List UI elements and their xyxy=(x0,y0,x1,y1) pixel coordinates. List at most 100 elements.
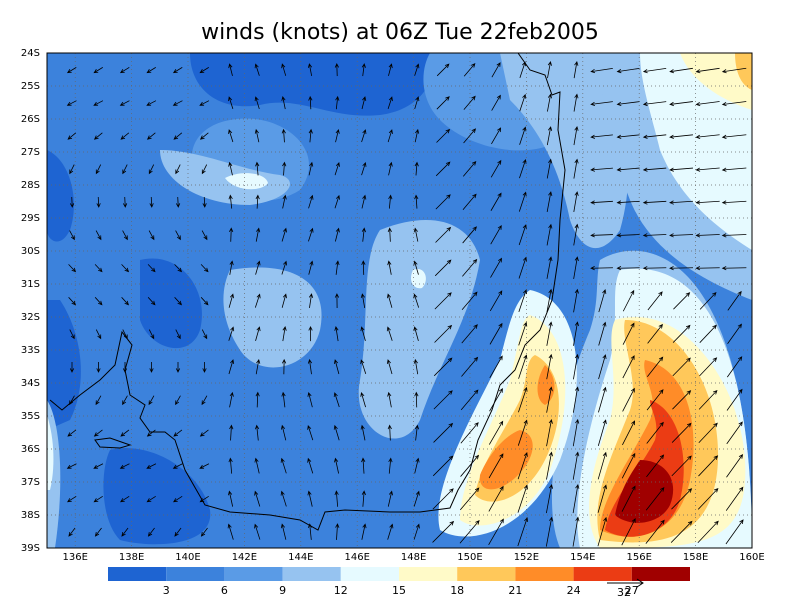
wind-arrow xyxy=(387,424,392,441)
wind-arrow xyxy=(334,293,340,309)
lon-label: 160E xyxy=(739,552,764,563)
wind-arrow xyxy=(308,260,314,275)
wind-arrow xyxy=(459,520,480,544)
wind-arrow xyxy=(546,451,553,480)
wind-arrow xyxy=(281,358,287,375)
wind-arrow xyxy=(254,96,260,110)
wind-arrow xyxy=(491,94,501,111)
wind-arrow xyxy=(489,322,503,345)
wind-arrow xyxy=(388,457,393,474)
wind-arrow xyxy=(93,100,104,106)
wind-arrow xyxy=(228,129,234,143)
wind-speed-field xyxy=(47,53,752,548)
wind-arrow xyxy=(149,196,154,208)
wind-arrow xyxy=(255,260,261,275)
wind-arrow xyxy=(726,388,743,411)
wind-arrow xyxy=(546,256,553,279)
wind-arrow xyxy=(491,127,502,145)
wind-arrow xyxy=(308,161,314,176)
wind-arrow xyxy=(616,233,640,238)
wind-arrow xyxy=(122,329,128,340)
wind-arrow xyxy=(199,463,210,469)
wind-arrow xyxy=(122,164,128,175)
wind-arrow xyxy=(597,484,608,513)
wind-arrow xyxy=(572,451,580,480)
wind-arrow xyxy=(460,422,479,444)
wind-arrow xyxy=(94,297,103,306)
wind-arrow xyxy=(228,161,233,176)
wind-arrow xyxy=(721,266,747,271)
wind-arrow xyxy=(361,63,366,77)
wind-arrow xyxy=(433,357,453,377)
wind-arrow xyxy=(517,451,528,480)
wind-arrow xyxy=(459,487,480,511)
wind-arrow xyxy=(308,227,314,242)
wind-arrow xyxy=(254,293,261,308)
wind-arrow xyxy=(69,230,75,241)
wind-arrow xyxy=(490,225,502,245)
wind-arrow xyxy=(573,158,579,179)
wind-arrow xyxy=(67,495,77,503)
wind-arrow xyxy=(463,95,476,110)
lon-label: 150E xyxy=(457,552,482,563)
wind-arrow xyxy=(669,167,693,172)
wind-arrow xyxy=(173,495,183,503)
wind-arrow xyxy=(721,67,747,74)
wind-arrow xyxy=(669,134,693,139)
wind-arrow xyxy=(175,361,181,373)
colorbar-label: 15 xyxy=(392,584,406,597)
wind-arrow xyxy=(95,395,102,406)
wind-arrow xyxy=(69,395,75,406)
wind-arrow xyxy=(546,418,553,447)
wind-arrow xyxy=(647,356,664,378)
wind-arrow xyxy=(642,167,667,172)
reference-arrow-head xyxy=(636,578,644,588)
wind-arrow xyxy=(120,429,130,437)
wind-arrow xyxy=(227,523,234,540)
wind-arrow xyxy=(622,387,635,412)
field-patch xyxy=(358,220,480,439)
wind-arrow xyxy=(434,324,453,343)
wind-arrow xyxy=(413,227,419,242)
wind-arrow xyxy=(490,257,502,278)
wind-arrow xyxy=(436,128,451,143)
wind-arrow xyxy=(721,101,747,107)
wind-arrow xyxy=(590,134,613,139)
wind-arrow xyxy=(621,452,636,479)
wind-arrow xyxy=(93,495,103,503)
wind-arrow xyxy=(120,495,130,503)
wind-arrow xyxy=(174,527,182,537)
wind-arrow xyxy=(69,329,75,340)
wind-arrow xyxy=(199,429,209,437)
wind-arrow xyxy=(519,126,527,145)
wind-vectors xyxy=(66,60,747,547)
lat-label: 38S xyxy=(21,510,40,521)
colorbar-box xyxy=(515,567,574,581)
field-patch xyxy=(140,258,202,349)
wind-arrow xyxy=(622,322,635,345)
wind-arrow xyxy=(699,324,717,343)
wind-arrow xyxy=(546,191,553,213)
lat-label: 26S xyxy=(21,114,40,125)
wind-arrow xyxy=(333,359,340,375)
wind-arrow xyxy=(280,523,287,540)
wind-arrow xyxy=(386,326,393,341)
wind-arrow xyxy=(434,259,452,277)
lon-label: 148E xyxy=(401,552,426,563)
wind-arrow xyxy=(517,517,529,547)
lon-label: 156E xyxy=(626,552,651,563)
wind-arrow xyxy=(547,60,552,79)
wind-arrow xyxy=(387,260,392,275)
wind-arrow xyxy=(66,463,77,469)
wind-arrow xyxy=(360,392,366,408)
wind-arrow xyxy=(490,159,502,178)
wind-arrow xyxy=(121,264,130,273)
wind-arrow xyxy=(228,194,233,209)
wind-arrow xyxy=(281,96,286,110)
wind-arrow xyxy=(93,463,104,469)
wind-arrow xyxy=(255,326,261,341)
wind-arrow xyxy=(642,101,667,107)
wind-arrow xyxy=(360,293,366,308)
wind-arrow xyxy=(93,429,103,437)
wind-arrow xyxy=(175,196,181,208)
